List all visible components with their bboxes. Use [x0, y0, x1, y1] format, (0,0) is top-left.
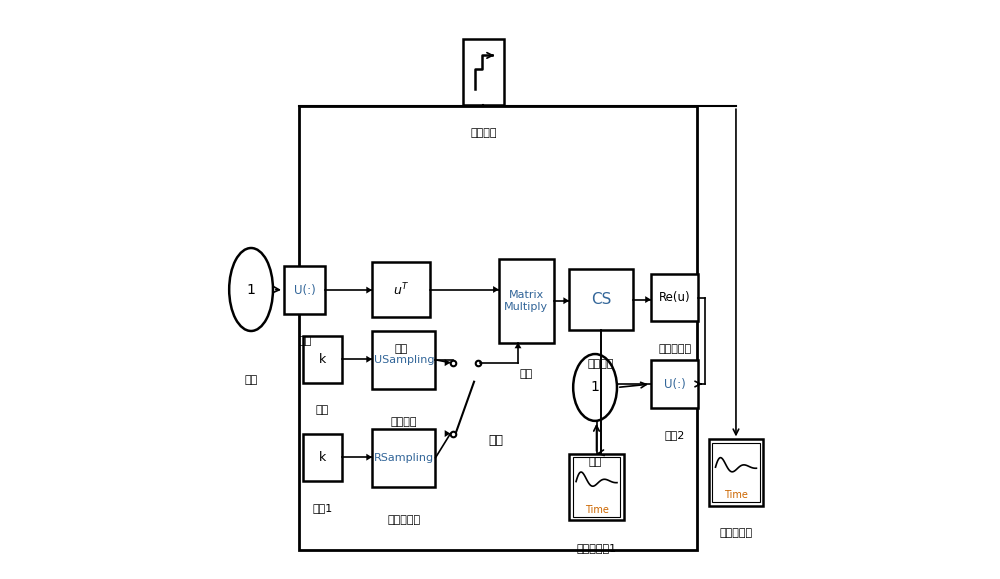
Text: 常数1: 常数1 — [312, 504, 333, 514]
FancyBboxPatch shape — [463, 39, 504, 105]
Text: RSampling: RSampling — [374, 453, 434, 463]
FancyBboxPatch shape — [372, 262, 430, 317]
Text: USampling: USampling — [374, 355, 434, 365]
FancyBboxPatch shape — [651, 360, 698, 408]
Text: 均匀采样: 均匀采样 — [391, 417, 417, 427]
FancyBboxPatch shape — [569, 454, 624, 520]
Text: k: k — [319, 353, 326, 366]
Text: 矢量示波器1: 矢量示波器1 — [576, 543, 617, 552]
Text: 1: 1 — [591, 380, 600, 394]
Text: 1: 1 — [247, 283, 256, 296]
FancyBboxPatch shape — [303, 434, 342, 481]
Text: 转置: 转置 — [394, 344, 408, 354]
Text: 变形: 变形 — [298, 336, 311, 346]
Text: Time: Time — [585, 505, 608, 515]
FancyBboxPatch shape — [573, 457, 620, 516]
Text: 相乘: 相乘 — [520, 369, 533, 379]
Text: 触发信号: 触发信号 — [470, 128, 497, 138]
FancyBboxPatch shape — [299, 107, 697, 550]
Text: 实复数转换: 实复数转换 — [658, 344, 691, 354]
Polygon shape — [445, 430, 450, 437]
Polygon shape — [366, 287, 372, 294]
Text: 矢量示波器: 矢量示波器 — [719, 528, 753, 538]
Polygon shape — [563, 297, 569, 304]
Text: 输出: 输出 — [588, 457, 602, 467]
Polygon shape — [493, 286, 499, 293]
Text: 常数: 常数 — [316, 405, 329, 416]
FancyBboxPatch shape — [651, 274, 698, 321]
Text: CS: CS — [591, 292, 611, 307]
FancyBboxPatch shape — [284, 266, 325, 314]
Polygon shape — [515, 343, 521, 349]
Text: 开关: 开关 — [488, 434, 503, 447]
FancyBboxPatch shape — [709, 439, 763, 505]
Text: U(:): U(:) — [294, 284, 316, 296]
Polygon shape — [445, 359, 450, 366]
Text: Time: Time — [724, 490, 748, 500]
FancyBboxPatch shape — [499, 259, 554, 343]
Text: U(:): U(:) — [664, 378, 685, 390]
FancyBboxPatch shape — [372, 429, 435, 486]
Text: $u^T$: $u^T$ — [393, 281, 409, 298]
Polygon shape — [366, 454, 372, 461]
Polygon shape — [645, 296, 651, 303]
Text: 变形2: 变形2 — [664, 430, 685, 440]
Ellipse shape — [573, 354, 617, 421]
Text: k: k — [319, 450, 326, 464]
FancyBboxPatch shape — [303, 336, 342, 383]
Text: Re(u): Re(u) — [659, 291, 690, 304]
FancyBboxPatch shape — [569, 269, 633, 330]
Text: 非均匀采样: 非均匀采样 — [387, 515, 420, 525]
Text: Matrix
Multiply: Matrix Multiply — [504, 290, 548, 312]
Ellipse shape — [229, 248, 273, 331]
Polygon shape — [366, 356, 372, 362]
FancyBboxPatch shape — [372, 331, 435, 389]
Text: 输入: 输入 — [244, 375, 258, 385]
Text: 压缩感知: 压缩感知 — [588, 360, 614, 369]
FancyBboxPatch shape — [712, 443, 760, 502]
